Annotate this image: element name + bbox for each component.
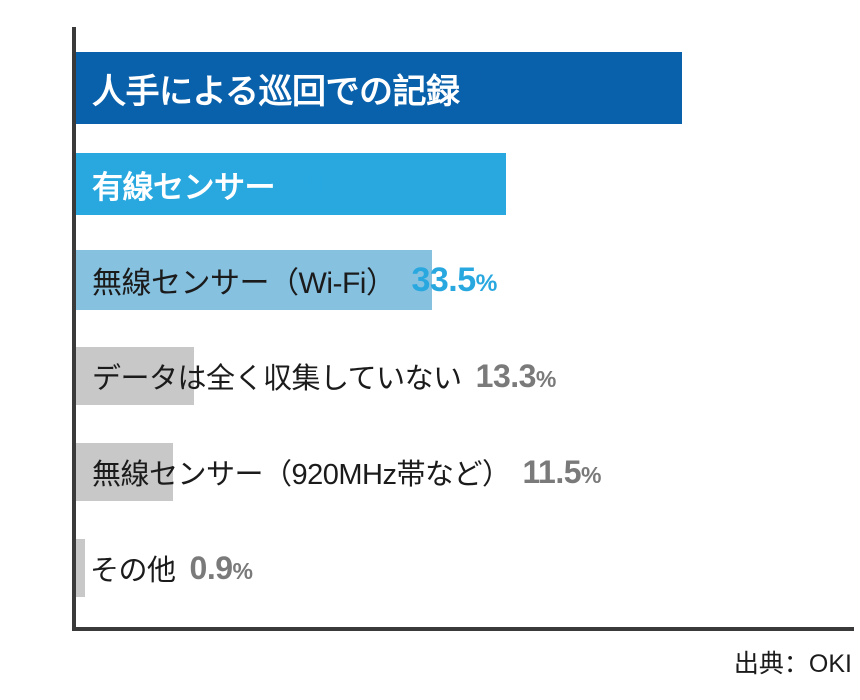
bar-value-label: 33.5% bbox=[411, 260, 498, 300]
bar-value-label: 11.5% bbox=[523, 454, 602, 491]
bar-row: 有線センサー 41.4% bbox=[76, 153, 506, 215]
bar-row: 無線センサー（920MHz帯など） 11.5% bbox=[76, 443, 601, 501]
bar-rect bbox=[76, 52, 682, 124]
bar-value-number: 13.3 bbox=[475, 357, 537, 394]
bar-value-number: 41.4 bbox=[293, 163, 362, 204]
bar-rect bbox=[76, 539, 85, 597]
bar-rect bbox=[76, 347, 194, 405]
percent-sign: % bbox=[361, 174, 384, 202]
bar-category-label: 人手による巡回での記録 bbox=[92, 72, 460, 111]
bar-category-label: その他 bbox=[90, 555, 176, 587]
bar-category-label: 無線センサー（920MHz帯など） bbox=[92, 459, 511, 491]
percent-sign: % bbox=[475, 269, 498, 297]
bar-row: 人手による巡回での記録 57.0% bbox=[76, 52, 682, 124]
bar-value-label: 0.9% bbox=[190, 550, 253, 587]
bar-rect bbox=[76, 250, 432, 310]
percent-sign: % bbox=[535, 365, 556, 392]
bar-value-label: 41.4% bbox=[293, 163, 384, 205]
bar-rect bbox=[76, 153, 506, 215]
bar-row: データは全く収集していない 13.3% bbox=[76, 347, 556, 405]
plot-area: 人手による巡回での記録 57.0% 有線センサー 41.4% 無線センサー（Wi… bbox=[76, 27, 854, 627]
bar-category-label: データは全く収集していない bbox=[92, 363, 462, 395]
percent-sign: % bbox=[553, 75, 579, 108]
bar-value-number: 11.5 bbox=[522, 453, 582, 490]
y-axis-line bbox=[72, 27, 76, 631]
bar-category-label: 無線センサー（Wi-Fi） bbox=[92, 267, 396, 300]
bar-row: 無線センサー（Wi-Fi） 33.5% bbox=[76, 250, 497, 310]
x-axis-line bbox=[72, 627, 854, 631]
bar-row: その他 0.9% bbox=[76, 539, 253, 597]
percent-sign: % bbox=[232, 557, 253, 584]
bar-value-number: 33.5 bbox=[411, 260, 476, 299]
bar-value-label: 57.0% bbox=[477, 66, 578, 111]
source-attribution: 出典：OKI bbox=[733, 650, 852, 678]
bar-category-label: 有線センサー bbox=[92, 169, 276, 205]
bar-value-number: 0.9 bbox=[189, 549, 233, 586]
bar-value-label: 13.3% bbox=[475, 357, 557, 395]
bar-rect bbox=[76, 443, 173, 501]
percent-sign: % bbox=[581, 461, 601, 488]
bar-value-number: 57.0 bbox=[477, 65, 554, 110]
